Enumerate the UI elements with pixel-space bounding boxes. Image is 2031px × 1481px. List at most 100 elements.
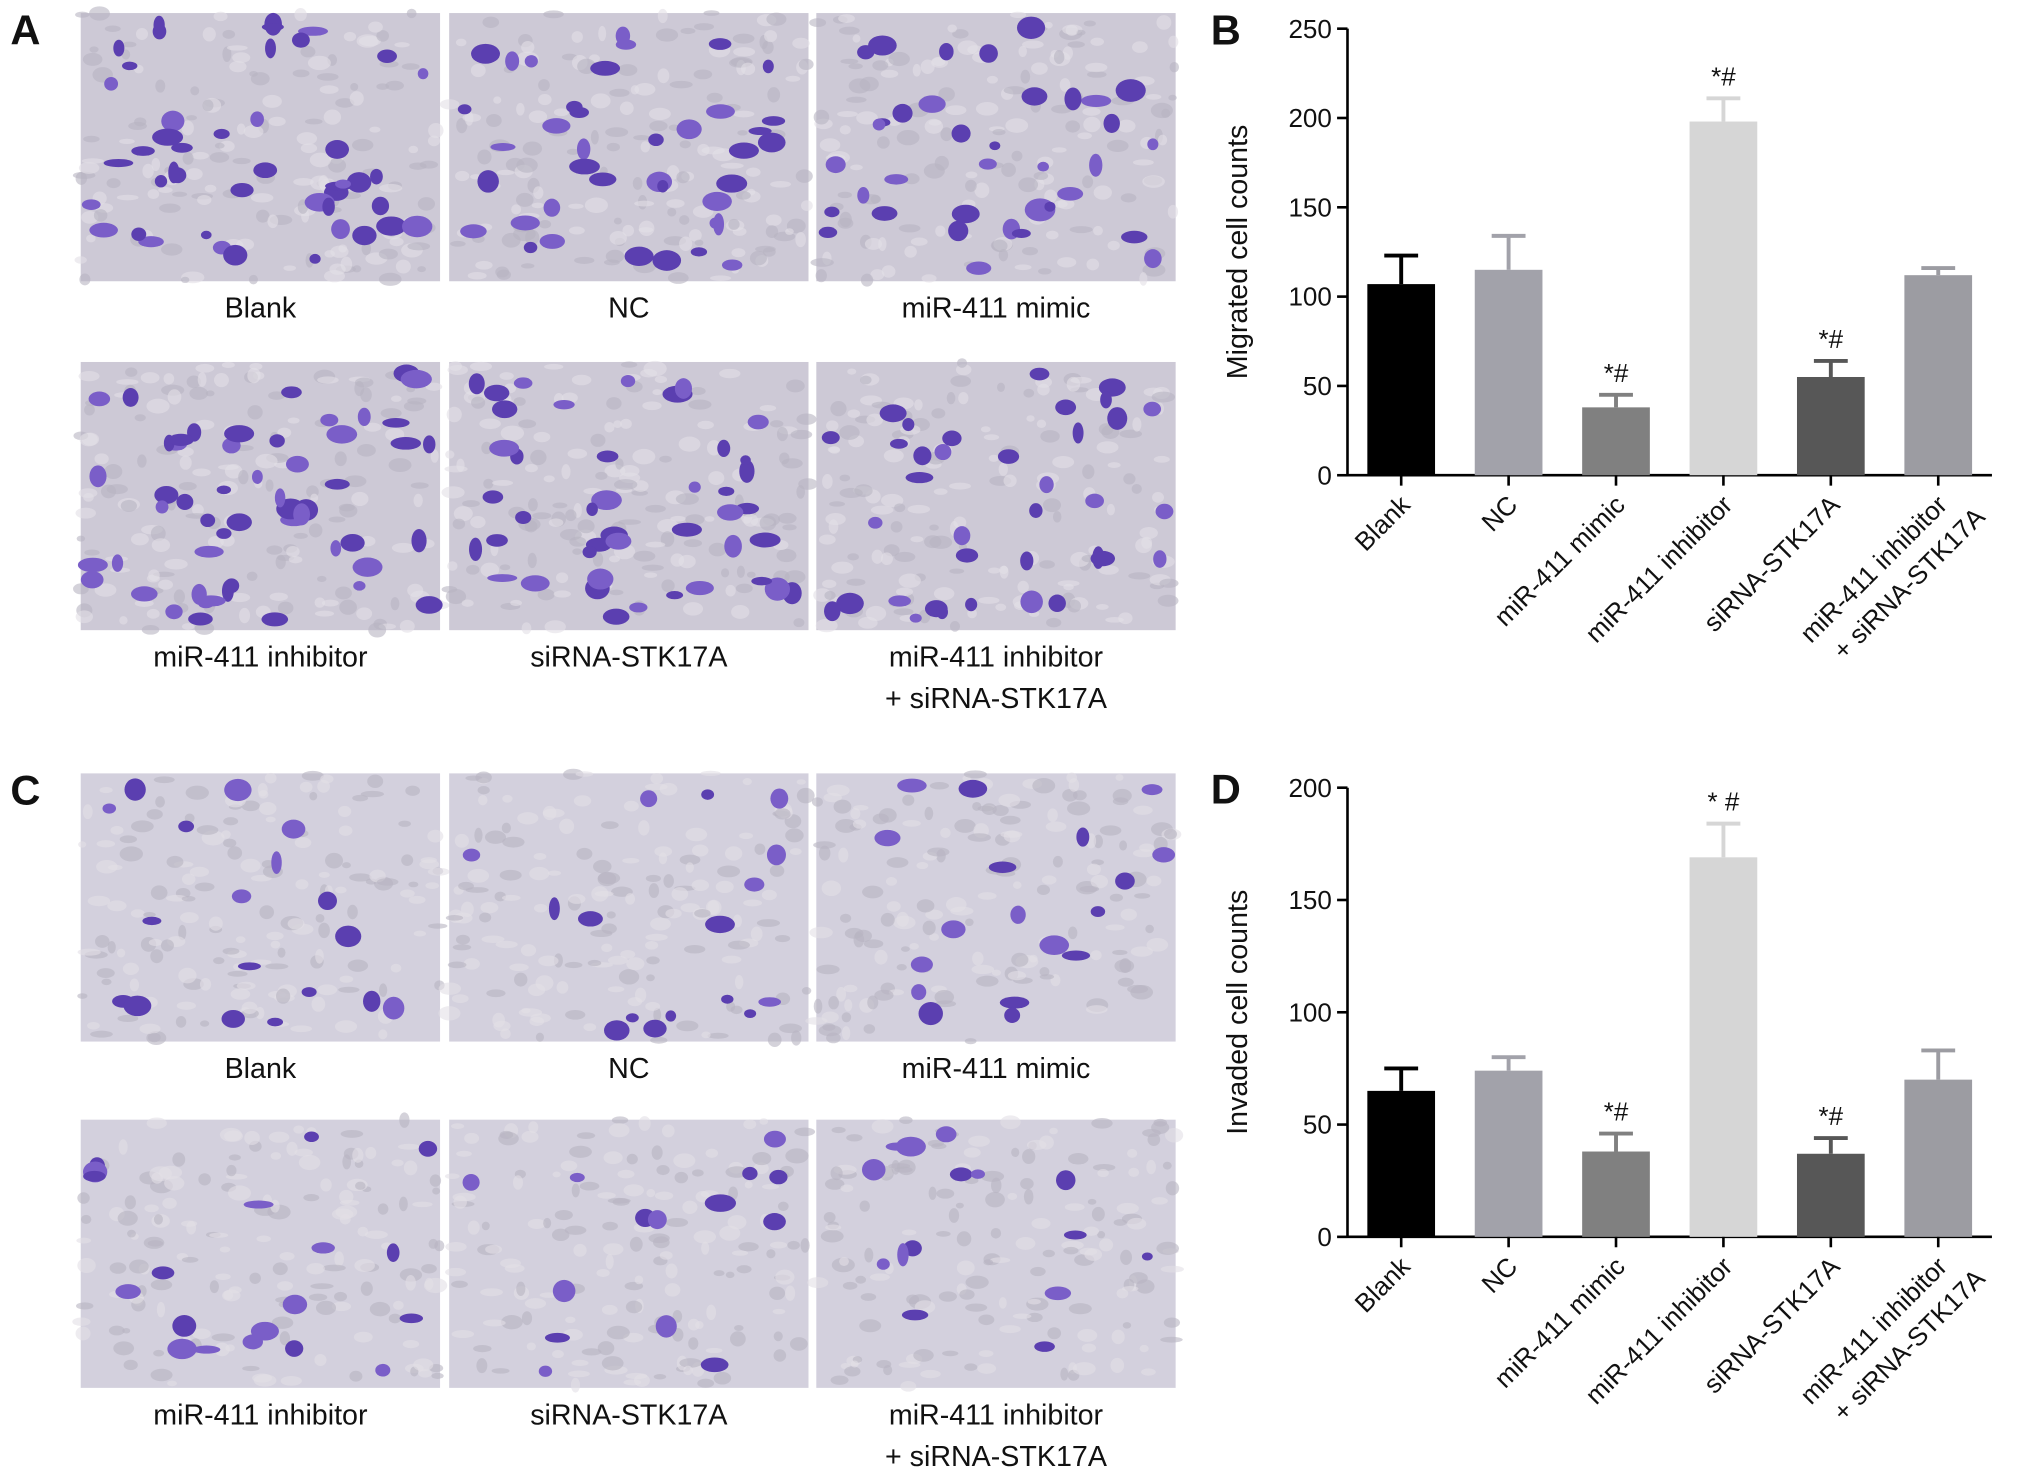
texture bbox=[232, 157, 251, 165]
texture bbox=[307, 55, 331, 71]
cell bbox=[171, 142, 193, 153]
texture bbox=[476, 1358, 488, 1374]
texture bbox=[127, 1229, 136, 1238]
cell bbox=[576, 138, 591, 160]
texture bbox=[378, 272, 402, 286]
texture bbox=[94, 583, 117, 597]
texture bbox=[1159, 578, 1179, 588]
texture bbox=[956, 1260, 975, 1276]
texture bbox=[579, 1181, 600, 1191]
texture bbox=[743, 513, 759, 527]
texture bbox=[669, 80, 693, 89]
texture bbox=[1092, 1164, 1116, 1171]
texture bbox=[645, 541, 666, 548]
texture bbox=[924, 118, 944, 134]
cell bbox=[418, 1140, 438, 1157]
cell bbox=[871, 206, 898, 221]
cell bbox=[89, 465, 107, 488]
texture bbox=[846, 96, 867, 103]
texture bbox=[453, 506, 473, 522]
texture bbox=[242, 1365, 260, 1372]
texture bbox=[769, 1241, 788, 1249]
texture bbox=[626, 957, 645, 971]
texture bbox=[150, 1368, 173, 1382]
cell bbox=[539, 233, 565, 249]
texture bbox=[355, 1181, 366, 1190]
texture bbox=[948, 1208, 960, 1223]
texture bbox=[96, 840, 116, 848]
texture bbox=[706, 1304, 717, 1321]
texture bbox=[1036, 884, 1050, 896]
cell bbox=[77, 557, 108, 573]
error-bar bbox=[1384, 253, 1419, 285]
texture bbox=[247, 367, 261, 384]
texture bbox=[601, 1304, 618, 1315]
texture bbox=[181, 120, 194, 136]
cell bbox=[566, 100, 583, 114]
texture bbox=[181, 1220, 198, 1227]
cell bbox=[399, 1313, 424, 1324]
texture bbox=[350, 83, 359, 91]
texture bbox=[427, 135, 441, 147]
cell bbox=[761, 116, 786, 126]
texture bbox=[634, 83, 656, 96]
texture bbox=[815, 618, 838, 633]
texture bbox=[1127, 984, 1149, 994]
image-caption: NC bbox=[608, 293, 649, 325]
texture bbox=[667, 207, 677, 217]
texture bbox=[335, 98, 355, 108]
texture bbox=[838, 847, 849, 863]
texture bbox=[931, 408, 946, 419]
texture bbox=[657, 68, 670, 84]
texture bbox=[1146, 1159, 1156, 1175]
texture bbox=[1085, 62, 1108, 73]
cell bbox=[542, 118, 571, 134]
texture bbox=[286, 545, 300, 558]
texture bbox=[604, 422, 615, 433]
texture bbox=[1079, 885, 1100, 893]
cell bbox=[936, 604, 948, 620]
texture bbox=[732, 914, 742, 928]
texture bbox=[694, 239, 704, 246]
texture bbox=[516, 102, 525, 116]
cell bbox=[363, 990, 381, 1012]
micrograph bbox=[441, 360, 818, 635]
texture bbox=[1168, 35, 1179, 48]
texture bbox=[227, 1185, 252, 1201]
texture bbox=[775, 1269, 795, 1285]
cell bbox=[716, 174, 748, 193]
texture bbox=[205, 390, 215, 397]
texture bbox=[847, 368, 857, 375]
cell bbox=[605, 532, 632, 550]
texture bbox=[1153, 455, 1170, 463]
micrograph-bg bbox=[80, 361, 441, 631]
texture bbox=[839, 125, 851, 135]
texture bbox=[276, 988, 291, 1004]
texture bbox=[1081, 1343, 1097, 1353]
texture bbox=[335, 886, 347, 894]
texture bbox=[104, 464, 123, 480]
texture bbox=[1039, 966, 1050, 977]
texture bbox=[413, 1358, 434, 1372]
cell bbox=[468, 373, 485, 395]
texture bbox=[339, 599, 357, 615]
texture bbox=[467, 1220, 480, 1235]
texture bbox=[393, 1300, 404, 1310]
texture bbox=[789, 1337, 808, 1351]
texture bbox=[275, 554, 286, 570]
texture bbox=[521, 1311, 533, 1326]
texture bbox=[818, 1024, 842, 1037]
bar bbox=[1796, 1153, 1865, 1237]
texture bbox=[895, 587, 914, 597]
cell bbox=[1056, 1170, 1076, 1191]
texture bbox=[654, 846, 673, 857]
texture bbox=[1097, 1169, 1109, 1178]
texture bbox=[646, 974, 655, 982]
texture bbox=[521, 41, 535, 54]
texture bbox=[577, 519, 595, 534]
texture bbox=[475, 771, 492, 784]
texture bbox=[516, 1281, 526, 1297]
cell bbox=[705, 915, 735, 934]
texture bbox=[209, 1280, 219, 1294]
cell bbox=[1115, 79, 1146, 102]
